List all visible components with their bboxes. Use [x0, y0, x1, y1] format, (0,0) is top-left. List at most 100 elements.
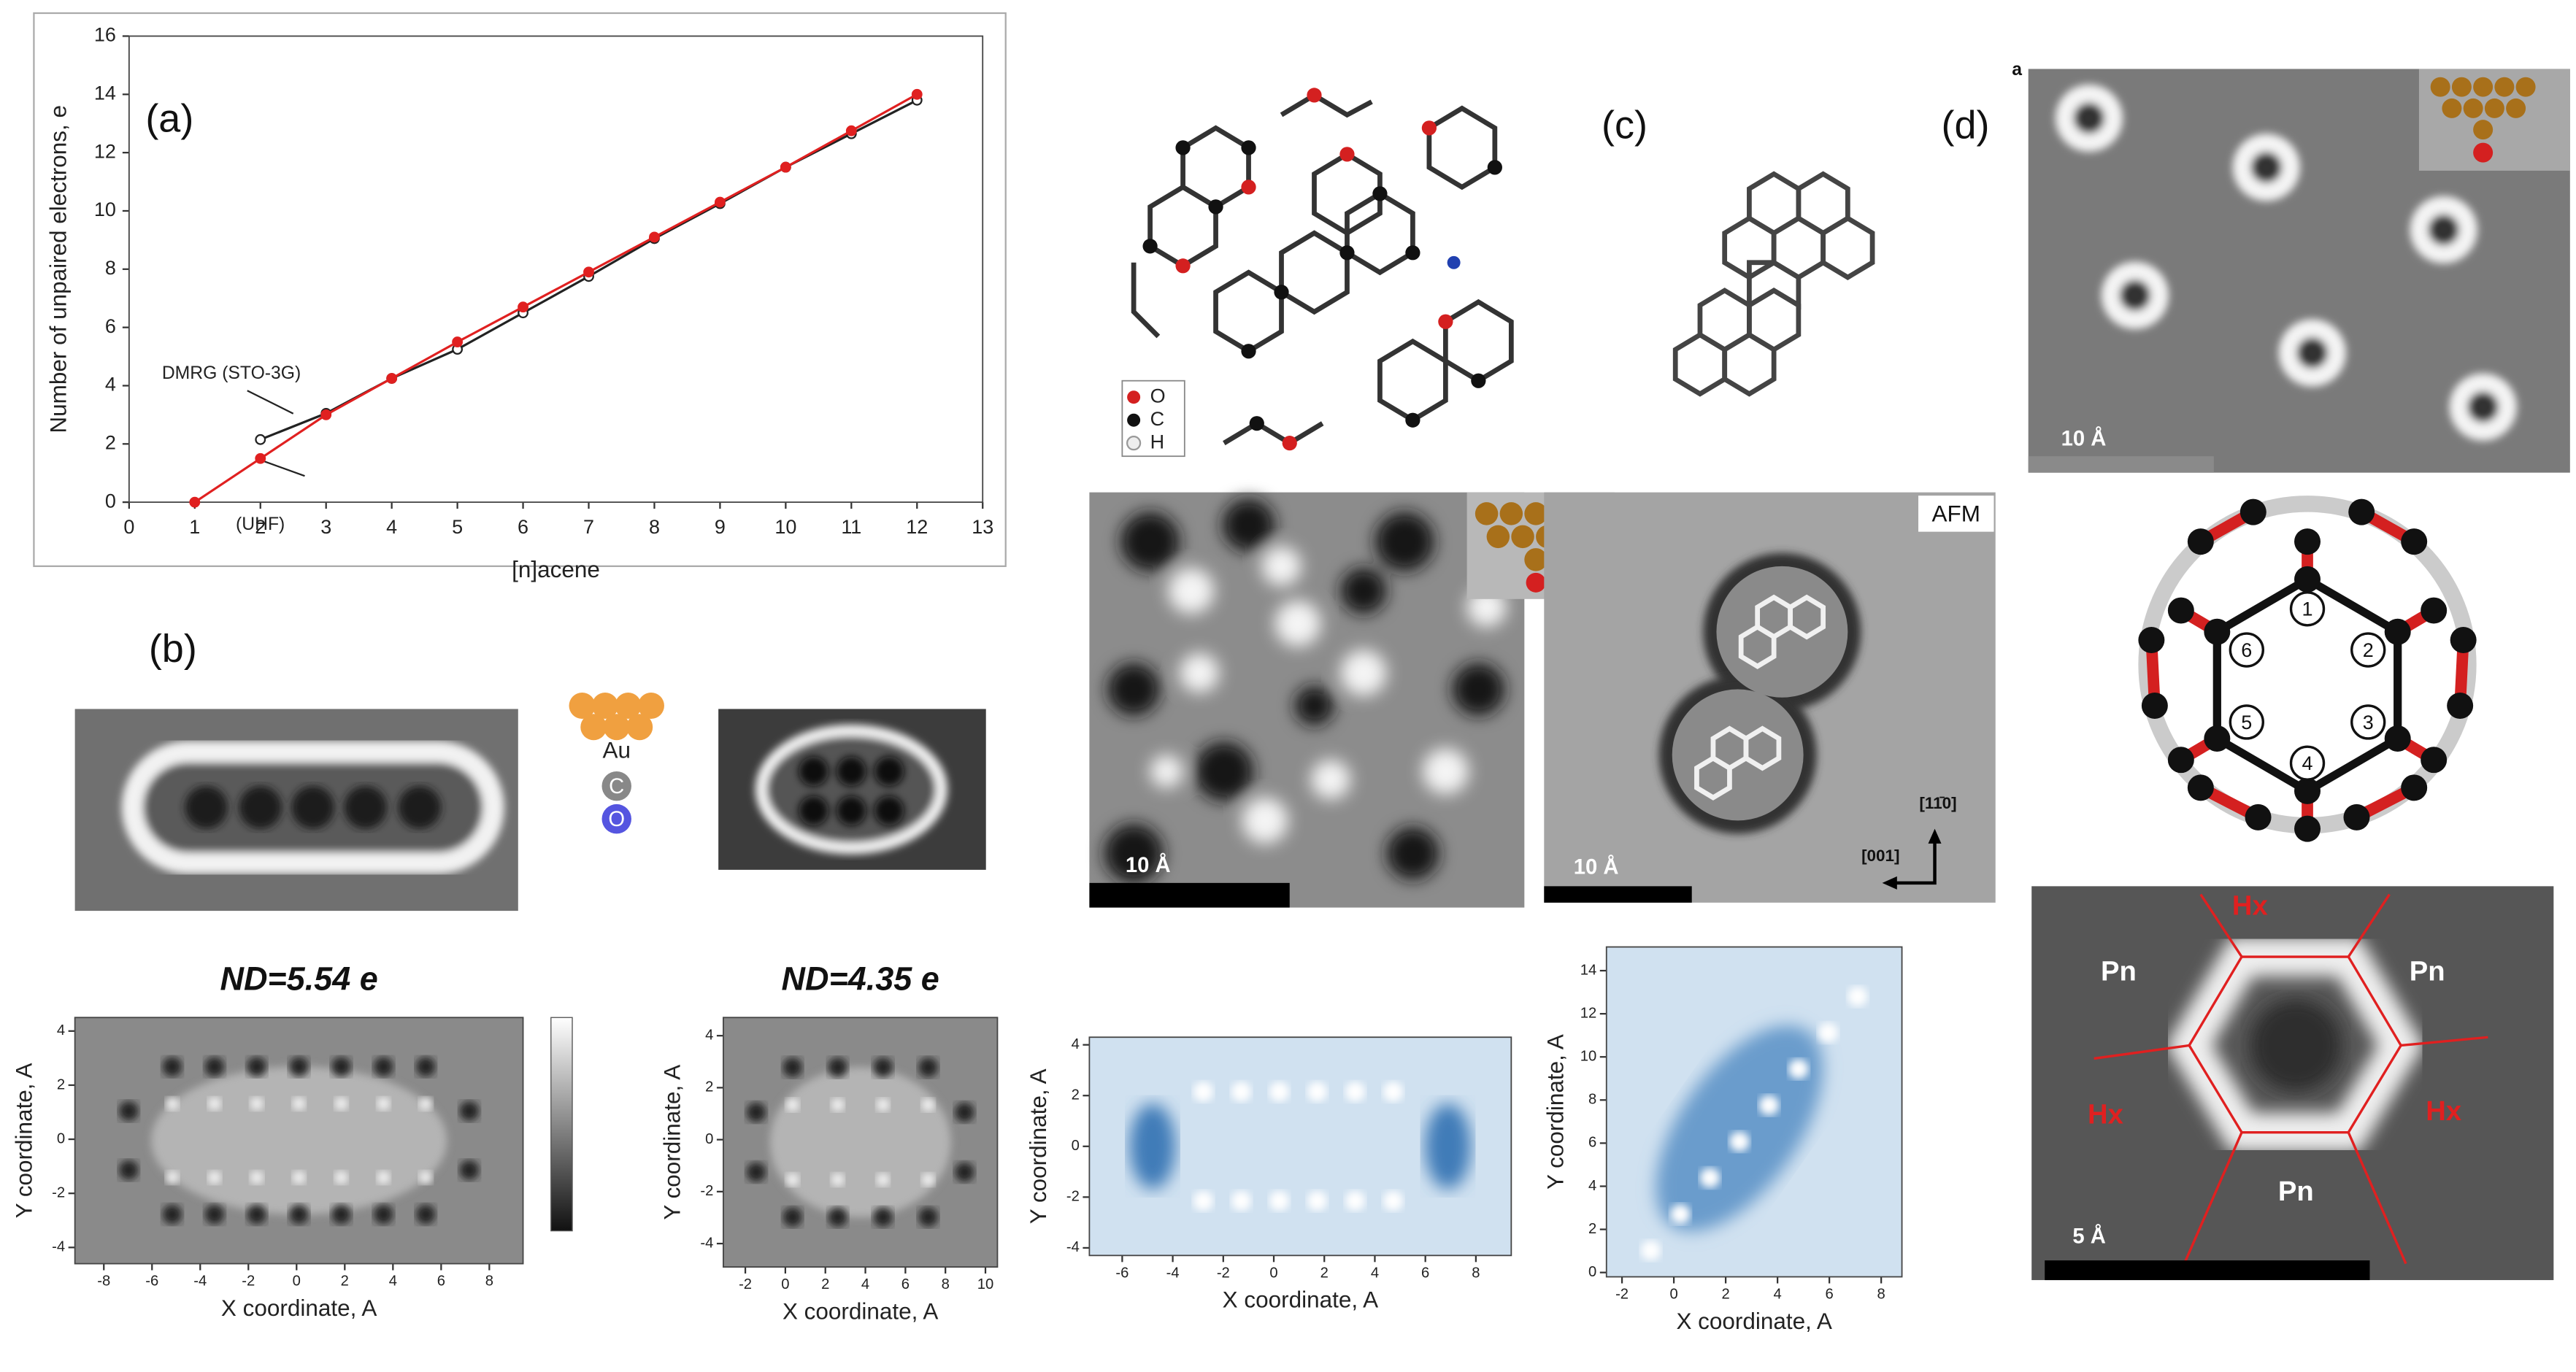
map-spot	[918, 1057, 939, 1078]
data-point	[583, 266, 594, 278]
plot-frame	[74, 1017, 524, 1265]
map-spot	[1640, 1240, 1661, 1260]
map-spot	[1307, 1082, 1327, 1102]
x-tick-label: 2	[1721, 1287, 1729, 1303]
map-spot	[459, 1101, 480, 1121]
y-tick-label: 4	[705, 1028, 713, 1044]
legend-label: C	[1150, 408, 1164, 430]
x-tick-label: -2	[739, 1276, 752, 1292]
map-spot	[873, 1057, 893, 1078]
x-tick-label: 7	[583, 516, 594, 538]
y-tick-label: 8	[105, 257, 116, 279]
y-tick-label: 10	[1580, 1049, 1597, 1065]
map-spot	[954, 1162, 974, 1182]
x-tick-label: 2	[341, 1273, 349, 1290]
map-spot	[292, 1171, 306, 1184]
x-tick-label: 10	[774, 516, 796, 538]
map-spot	[1758, 1095, 1779, 1116]
y-tick-label: 2	[105, 431, 116, 453]
x-axis-label: X coordinate, A	[1223, 1287, 1378, 1313]
data-point	[714, 196, 726, 208]
tip-icon: Au C O	[569, 692, 664, 834]
map-spot	[204, 1057, 225, 1077]
y-tick-label: 2	[1072, 1087, 1080, 1103]
afm-image: Hx Hx Hx Pn Pn Pn 5 Å	[2031, 886, 2554, 1281]
afm-image	[718, 709, 986, 870]
y-axis-label: Y coordinate, A	[1026, 1068, 1051, 1224]
x-tick-label: 2	[821, 1276, 829, 1292]
map-spot	[921, 1173, 935, 1187]
map-spot	[831, 1098, 845, 1111]
plot-frame	[128, 35, 984, 504]
data-point	[255, 433, 266, 445]
map-spot	[746, 1102, 766, 1122]
y-tick-label: 10	[94, 199, 116, 220]
x-tick-label: 4	[1371, 1265, 1379, 1281]
map-spot	[459, 1160, 480, 1180]
site-label: Pn	[2278, 1176, 2314, 1207]
x-tick-label: -2	[1615, 1287, 1629, 1303]
series-line	[193, 93, 918, 504]
x-tick-label: -6	[1115, 1265, 1129, 1281]
y-tick-label: 0	[705, 1131, 713, 1147]
direction-label: [001]	[1861, 847, 1899, 865]
data-point	[320, 409, 332, 420]
map-spot	[876, 1173, 890, 1187]
y-tick-label: 4	[105, 374, 116, 396]
map-spot	[162, 1204, 182, 1225]
colorbar	[550, 1017, 573, 1232]
map-spot	[373, 1057, 393, 1077]
x-tick-label: 0	[123, 516, 134, 538]
y-tick-label: 2	[705, 1079, 713, 1095]
map-spot	[1383, 1082, 1404, 1102]
map-spot	[373, 1204, 393, 1225]
site-label: Hx	[2232, 890, 2268, 922]
x-tick-label: -2	[1217, 1265, 1230, 1281]
map-spot	[785, 1173, 799, 1187]
y-tick-label: -2	[1066, 1189, 1080, 1205]
y-axis-label: Y coordinate, A	[11, 1063, 36, 1218]
afm-image: 10 Å	[1089, 492, 1525, 908]
map-spot	[289, 1204, 309, 1225]
map-spot	[783, 1207, 803, 1228]
map-spot	[247, 1057, 267, 1077]
y-tick-label: 4	[1072, 1036, 1080, 1052]
scale-bar-label: 5 Å	[2072, 1224, 2105, 1248]
data-point	[780, 161, 791, 173]
x-tick-label: 3	[320, 516, 331, 538]
map-spot	[1269, 1082, 1289, 1102]
data-point	[845, 125, 857, 136]
y-tick-label: 6	[1588, 1135, 1596, 1151]
x-axis-label: [n]acene	[512, 557, 600, 582]
map-spot	[331, 1057, 351, 1077]
map-spot	[419, 1097, 433, 1111]
map-spot	[746, 1162, 766, 1182]
x-axis-label: X coordinate, A	[783, 1298, 938, 1324]
x-tick-label: -8	[97, 1273, 110, 1290]
map-region	[1656, 1025, 1823, 1232]
afm-image: 10 Å	[2028, 69, 2570, 473]
map-spot	[828, 1207, 848, 1228]
y-tick-label: 8	[1588, 1092, 1596, 1108]
x-tick-label: 1	[189, 516, 200, 538]
map-spot	[1345, 1191, 1365, 1211]
map-spot	[1818, 1022, 1838, 1043]
molecule-structure	[1131, 92, 1514, 447]
series-label: (UHF)	[236, 514, 285, 534]
x-tick-label: 8	[649, 516, 660, 538]
x-tick-label: 6	[1826, 1287, 1834, 1303]
map-spot	[1231, 1191, 1251, 1211]
fullerene-model: 1 2 3 4 5 6	[2138, 496, 2477, 842]
map-spot	[1269, 1191, 1289, 1211]
map-spot	[247, 1204, 267, 1225]
map-spot	[828, 1057, 848, 1078]
x-tick-label: 6	[1421, 1265, 1429, 1281]
map-spot	[165, 1171, 179, 1184]
map-spot	[783, 1057, 803, 1078]
map-spot	[162, 1057, 182, 1077]
y-axis-label: Y coordinate, A	[1543, 1034, 1569, 1190]
x-tick-label: 12	[906, 516, 928, 538]
site-label: Pn	[2410, 956, 2445, 987]
map-spot	[334, 1171, 348, 1184]
x-tick-label: -6	[145, 1273, 158, 1290]
